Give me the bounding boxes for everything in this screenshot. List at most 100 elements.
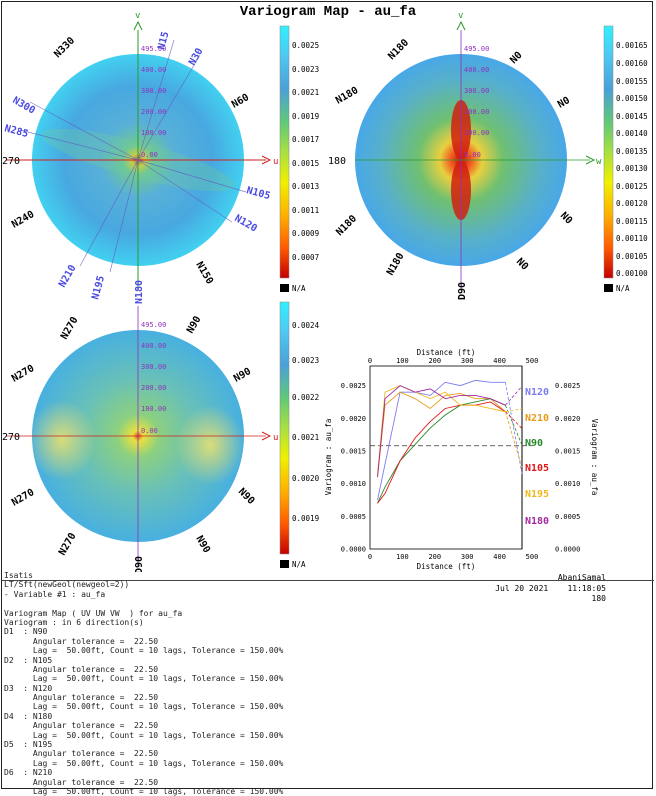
cbar2-l5: 0.00140 (616, 129, 648, 138)
map1-left-label: 270 (2, 156, 20, 167)
map2-dir-4: N180 (334, 213, 359, 238)
y-tick-left: 0.0000 (341, 546, 366, 554)
colorbar1-gradient (279, 25, 290, 279)
colorbar-map1: 0.0025 0.0023 0.0021 0.0019 0.0017 0.001… (279, 25, 319, 293)
map1-tick-3: 200.00 (141, 108, 166, 116)
footer-meta: AbaniSamal Jul 20 2021 11:18:05 180 (495, 573, 606, 605)
footer-user: AbaniSamal (557, 573, 606, 582)
map1-dir-n60: N60 (230, 92, 251, 111)
cbar1-l7: 0.0011 (292, 206, 319, 215)
cbar2-l4: 0.00145 (616, 112, 648, 121)
footer-line: D4 : N180 (4, 711, 53, 721)
map3-left-label: 270 (2, 432, 20, 443)
map2-v-arrow (456, 20, 466, 31)
colorbar-map2: 0.00165 0.00160 0.00155 0.00150 0.00145 … (603, 25, 648, 293)
map2-tick-3: 200.00 (464, 108, 489, 116)
x-tick-top: 200 (428, 357, 441, 365)
x-tick-top: 400 (493, 357, 506, 365)
map1-dir-n180: N180 (134, 280, 145, 304)
map1-dir-n300: N300 (11, 95, 37, 117)
map1-u-arrow (261, 155, 272, 165)
map2-tick-1: 400.00 (464, 66, 489, 74)
map2-v-label: v (458, 11, 463, 21)
report-footer: Isatis LT/Sft(newGeol(newgeol=2)) - Varia… (4, 571, 652, 796)
map1-tick-4: 100.00 (141, 129, 166, 137)
colorbar2-gradient (603, 25, 614, 279)
map3-dir-7: N90 (193, 534, 212, 555)
footer-line: D6 : N210 (4, 768, 53, 778)
map3-dir-3: N90 (232, 366, 253, 385)
footer-line: LT/Sft(newGeol(newgeol=2)) (4, 580, 130, 590)
cbar2-l10: 0.00115 (616, 217, 648, 226)
map3-dir-6: N270 (57, 531, 79, 557)
map3-tick-3: 200.00 (141, 384, 166, 392)
y-tick-left: 0.0015 (341, 447, 366, 455)
series-line-n105 (377, 401, 506, 504)
map2-dir-5: N0 (558, 210, 574, 226)
footer-app: Isatis (4, 571, 33, 580)
cbar3-l0: 0.0024 (292, 321, 320, 330)
cbar2-l11: 0.00110 (616, 234, 648, 243)
map1-v-label: v (135, 11, 140, 21)
map1-tick-0: 495.00 (141, 45, 166, 53)
plot-bottom-xlabel: Distance (ft) (417, 562, 476, 571)
map1-dir-n105: N105 (245, 185, 271, 202)
cbar2-l6: 0.00135 (616, 147, 648, 156)
colorbar3-gradient (279, 301, 290, 555)
x-tick-top: 500 (526, 357, 539, 365)
footer-line: Lag = 50.00ft, Count = 10 lags, Toleranc… (4, 786, 284, 796)
map1-u-label: u (273, 157, 278, 167)
cbar2-l13: 0.00100 (616, 269, 648, 278)
cbar3-l3: 0.0021 (292, 433, 319, 442)
map2-dir-7: N0 (514, 256, 530, 272)
map3-distance-ticks: 495.00 400.00 300.00 200.00 100.00 0.00 (141, 321, 166, 435)
map2-tick-5: 0.00 (464, 151, 481, 159)
map3-dir-5: N90 (236, 486, 257, 507)
map3-yellow-right (176, 405, 244, 485)
footer-line: Angular tolerance = 22.50 (4, 636, 159, 646)
map3-tick-1: 400.00 (141, 342, 166, 350)
map2-tick-0: 495.00 (464, 45, 489, 53)
y-tick-left: 0.0020 (341, 415, 366, 423)
cbar2-l1: 0.00160 (616, 59, 648, 68)
y-tick-right: 0.0010 (555, 480, 580, 488)
cbar1-l6: 0.0013 (292, 182, 319, 191)
cbar3-l1: 0.0023 (292, 356, 319, 365)
footer-line: D2 : N105 (4, 655, 53, 665)
cbar2-l3: 0.00150 (616, 94, 648, 103)
x-tick-bottom: 300 (461, 553, 474, 561)
map1-distance-ticks: 495.00 400.00 300.00 200.00 100.00 0.00 (141, 45, 166, 159)
colorbar-map3: 0.0024 0.0023 0.0022 0.0021 0.0020 0.001… (279, 301, 320, 569)
footer-line: Variogram Map ( UV UW VW ) for au_fa (4, 608, 183, 618)
legend-n195: N195 (525, 489, 549, 500)
cbar3-l4: 0.0020 (292, 474, 320, 483)
map2-w-label: w (596, 157, 602, 167)
series-tail-n90 (505, 405, 523, 446)
cbar2-l7: 0.00130 (616, 164, 648, 173)
series-line-n90 (377, 398, 506, 504)
cbar2-l2: 0.00155 (616, 77, 648, 86)
y-tick-left: 0.0010 (341, 480, 366, 488)
map2-dir-0: N180 (386, 37, 411, 62)
colorbar3-na-swatch (280, 560, 289, 568)
map2-tick-4: 100.00 (464, 129, 489, 137)
variogram-map-uv: v u 270 495.00 400.00 300.00 200.00 100.… (2, 11, 278, 304)
figure-title: Variogram Map - au_fa (239, 4, 417, 20)
x-tick-bottom: 0 (368, 553, 372, 561)
x-tick-bottom: 500 (526, 553, 539, 561)
colorbar1-na-label: N/A (292, 284, 306, 293)
x-tick-bottom: 400 (493, 553, 506, 561)
colorbar2-na-swatch (604, 284, 613, 292)
plot-ticks: 0 0 100 100 200 200 300 300 400 400 500 500 0.0000 0.… (341, 357, 581, 561)
x-tick-top: 0 (368, 357, 372, 365)
map2-tick-2: 300.00 (464, 87, 489, 95)
colorbar2-na-label: N/A (616, 284, 630, 293)
map1-dir-n150: N150 (193, 260, 215, 286)
footer-line: Variogram : in 6 direction(s) (4, 617, 144, 627)
map1-tick-1: 400.00 (141, 66, 166, 74)
map3-yellow-left (28, 400, 96, 480)
cbar2-l12: 0.00105 (616, 252, 648, 261)
map3-tick-0: 495.00 (141, 321, 166, 329)
figure-canvas: v u 270 495.00 400.00 300.00 200.00 100.… (2, 11, 648, 572)
x-tick-bottom: 100 (396, 553, 409, 561)
